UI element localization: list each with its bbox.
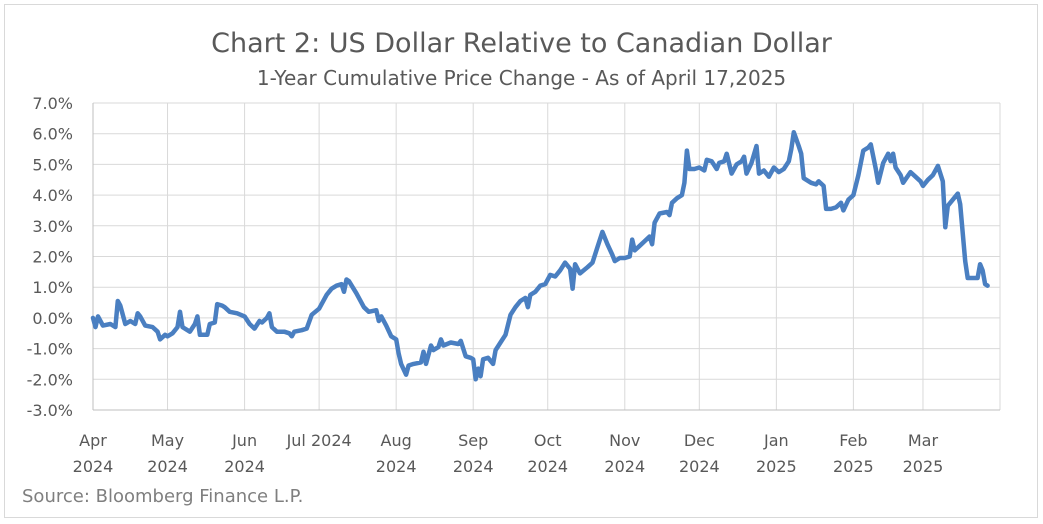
x-tick-label: Jan xyxy=(763,431,789,450)
chart-subtitle: 1-Year Cumulative Price Change - As of A… xyxy=(256,66,787,90)
x-tick-label: Jun xyxy=(231,431,257,450)
x-tick-label-year: 2024 xyxy=(679,457,720,476)
axes xyxy=(92,103,1000,411)
x-tick-label-year: 2024 xyxy=(453,457,494,476)
x-tick-label: Aug xyxy=(381,431,412,450)
x-tick-label: Apr xyxy=(79,431,107,450)
x-tick-label: Feb xyxy=(839,431,867,450)
y-tick-label: 6.0% xyxy=(32,125,73,144)
x-tick-label-year: 2024 xyxy=(604,457,645,476)
y-tick-label: -1.0% xyxy=(27,340,73,359)
y-tick-label: -3.0% xyxy=(27,401,73,420)
x-tick-label-year: 2024 xyxy=(147,457,188,476)
x-tick-label: May xyxy=(151,431,184,450)
x-tick-label-year: 2024 xyxy=(376,457,417,476)
x-tick-label-year: 2024 xyxy=(73,457,114,476)
y-tick-label: 5.0% xyxy=(32,155,73,174)
x-tick-label: Nov xyxy=(609,431,640,450)
x-tick-label-year: 2025 xyxy=(903,457,944,476)
x-tick-label: Sep xyxy=(458,431,488,450)
x-tick-label-year: 2024 xyxy=(527,457,568,476)
x-tick-label: Oct xyxy=(534,431,562,450)
x-tick-labels: Apr 2024 May 2024 Jun 2024 Jul 2024 Aug 2024 Sep 2… xyxy=(73,431,944,476)
y-tick-label: -2.0% xyxy=(27,370,73,389)
source-note: Source: Bloomberg Finance L.P. xyxy=(22,486,304,507)
chart-title: Chart 2: US Dollar Relative to Canadian … xyxy=(211,28,832,59)
y-tick-label: 7.0% xyxy=(32,94,73,113)
x-tick-label: Mar xyxy=(908,431,939,450)
y-tick-label: 0.0% xyxy=(32,309,73,328)
series xyxy=(90,129,990,382)
y-tick-label: 2.0% xyxy=(32,248,73,267)
x-tick-label: Jul 2024 xyxy=(286,431,352,450)
x-tick-label-year: 2024 xyxy=(224,457,265,476)
y-tick-labels: -3.0% -2.0% -1.0% 0.0% 1.0% 2.0% 3.0% 4.0% 5.0% 6… xyxy=(27,94,73,420)
x-tick-label: Dec xyxy=(684,431,715,450)
x-tick-label-year: 2025 xyxy=(833,457,874,476)
y-tick-label: 3.0% xyxy=(32,217,73,236)
x-tick-label-year: 2025 xyxy=(756,457,797,476)
y-tick-label: 4.0% xyxy=(32,186,73,205)
chart-frame xyxy=(4,4,1038,518)
series-line xyxy=(90,129,990,382)
y-tick-label: 1.0% xyxy=(32,278,73,297)
